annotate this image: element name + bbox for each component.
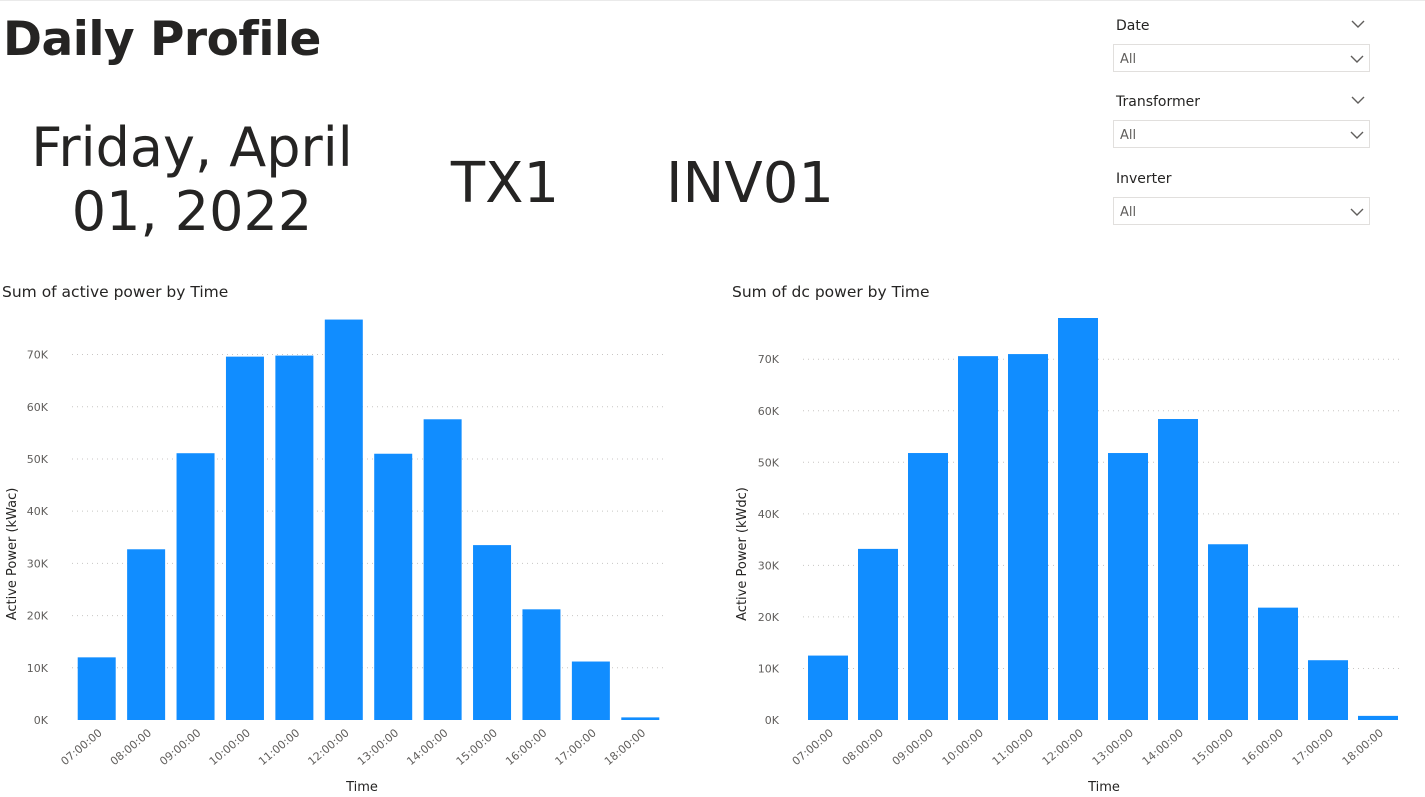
y-tick-label: 0K: [765, 714, 780, 727]
x-axis-title: Time: [345, 780, 378, 795]
x-tick-label: 15:00:00: [1190, 726, 1236, 768]
page-title: Daily Profile: [3, 12, 321, 67]
dropdown-value: All: [1120, 128, 1137, 143]
bar-15:00:00[interactable]: [1208, 544, 1248, 720]
y-tick-label: 0K: [34, 714, 49, 727]
chevron-down-icon[interactable]: [1350, 16, 1366, 32]
bar-09:00:00[interactable]: [908, 453, 948, 720]
slicer-header: Inverter: [1113, 167, 1370, 191]
x-tick-label: 13:00:00: [1090, 726, 1136, 768]
date-card: Friday, April 01, 2022: [31, 116, 353, 243]
y-tick-label: 40K: [758, 508, 780, 521]
y-tick-label: 60K: [27, 401, 49, 414]
x-tick-label: 07:00:00: [790, 726, 836, 768]
y-axis-title: Active Power (kWdc): [735, 487, 750, 621]
x-tick-label: 16:00:00: [1240, 726, 1286, 768]
inverter-slicer: Inverter All: [1113, 167, 1370, 225]
bar-09:00:00[interactable]: [176, 453, 215, 720]
y-tick-label: 20K: [758, 611, 780, 624]
bar-14:00:00[interactable]: [423, 419, 462, 720]
y-tick-label: 10K: [27, 662, 49, 675]
y-tick-label: 60K: [758, 405, 780, 418]
slicer-title: Inverter: [1116, 171, 1172, 187]
bar-16:00:00[interactable]: [522, 609, 561, 720]
y-tick-label: 30K: [758, 559, 780, 572]
y-tick-label: 50K: [758, 456, 780, 469]
y-tick-label: 30K: [27, 557, 49, 570]
x-tick-label: 18:00:00: [1340, 726, 1386, 768]
slicer-title: Transformer: [1116, 94, 1201, 110]
transformer-card: TX1: [450, 151, 560, 216]
x-tick-label: 17:00:00: [1290, 726, 1336, 768]
x-tick-label: 12:00:00: [1040, 726, 1086, 768]
bar-11:00:00[interactable]: [1008, 354, 1048, 720]
date-slicer: Date All: [1113, 14, 1370, 72]
slicer-header: Transformer: [1113, 90, 1370, 114]
y-tick-label: 40K: [27, 505, 49, 518]
date-dropdown[interactable]: All: [1113, 44, 1370, 72]
bar-16:00:00[interactable]: [1258, 607, 1298, 720]
chart-title-active-power: Sum of active power by Time: [2, 283, 229, 301]
y-tick-label: 10K: [758, 662, 780, 675]
bar-07:00:00[interactable]: [808, 655, 848, 720]
dropdown-value: All: [1120, 205, 1137, 220]
chevron-down-icon: [1350, 131, 1364, 139]
inverter-card: INV01: [666, 151, 834, 216]
chart-title-dc-power: Sum of dc power by Time: [732, 283, 930, 301]
bar-13:00:00[interactable]: [1108, 453, 1148, 720]
x-tick-label: 10:00:00: [940, 726, 986, 768]
x-tick-label: 08:00:00: [840, 726, 886, 768]
dropdown-value: All: [1120, 52, 1137, 67]
bar-13:00:00[interactable]: [374, 453, 413, 720]
bar-12:00:00[interactable]: [324, 319, 363, 720]
bar-18:00:00[interactable]: [1358, 715, 1398, 720]
x-tick-label: 11:00:00: [990, 726, 1036, 768]
bar-18:00:00[interactable]: [621, 717, 660, 720]
chevron-down-icon: [1350, 208, 1364, 216]
bar-08:00:00[interactable]: [127, 549, 166, 720]
y-tick-label: 50K: [27, 453, 49, 466]
bar-12:00:00[interactable]: [1058, 318, 1098, 720]
chevron-down-icon[interactable]: [1350, 92, 1366, 108]
bar-15:00:00[interactable]: [473, 545, 512, 720]
bar-17:00:00[interactable]: [1308, 660, 1348, 720]
y-tick-label: 20K: [27, 610, 49, 623]
bar-07:00:00[interactable]: [77, 657, 116, 720]
bar-08:00:00[interactable]: [858, 548, 898, 720]
bar-10:00:00[interactable]: [225, 356, 264, 720]
top-border: [0, 0, 1425, 1]
transformer-slicer: Transformer All: [1113, 90, 1370, 148]
chevron-down-icon: [1350, 55, 1364, 63]
inverter-dropdown[interactable]: All: [1113, 197, 1370, 225]
y-tick-label: 70K: [758, 353, 780, 366]
bar-17:00:00[interactable]: [571, 661, 610, 720]
x-axis-title: Time: [1087, 780, 1120, 795]
bar-14:00:00[interactable]: [1158, 419, 1198, 720]
x-tick-label: 09:00:00: [890, 726, 936, 768]
transformer-dropdown[interactable]: All: [1113, 120, 1370, 148]
slicer-header: Date: [1113, 14, 1370, 38]
x-tick-label: 14:00:00: [1140, 726, 1186, 768]
y-tick-label: 70K: [27, 349, 49, 362]
y-axis-title: Active Power (kWac): [5, 488, 20, 621]
slicer-title: Date: [1116, 18, 1150, 34]
bar-11:00:00[interactable]: [275, 355, 314, 720]
bar-10:00:00[interactable]: [958, 356, 998, 720]
